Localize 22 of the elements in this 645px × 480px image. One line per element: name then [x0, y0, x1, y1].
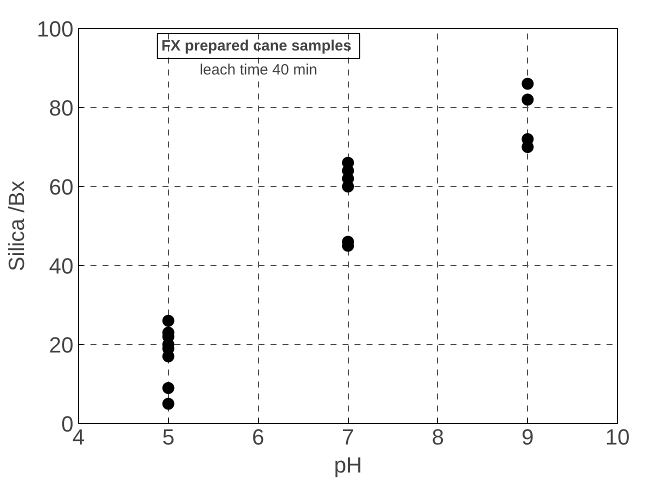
y-tick-label: 80 [49, 96, 74, 120]
x-tick-label: 8 [432, 424, 444, 450]
x-tick-label: 5 [162, 424, 174, 450]
x-tick-label: 7 [342, 424, 354, 450]
y-tick-label: 0 [61, 412, 74, 436]
point [522, 78, 534, 90]
y-tick-label: 60 [49, 174, 74, 200]
point [162, 314, 174, 327]
x-tick-label: 6 [252, 424, 264, 450]
point [162, 382, 174, 394]
y-tick-label: 40 [49, 254, 74, 278]
y-tick-label: 100 [36, 16, 74, 42]
y-tick-label: 20 [49, 332, 74, 358]
annotation: FX prepared cane samples [161, 38, 352, 54]
y-axis-title: Silica /Bx [4, 180, 29, 272]
x-tick-label: 9 [522, 424, 534, 450]
x-axis-title: pH [334, 452, 362, 478]
x-tick-label: 4 [72, 424, 85, 450]
annotation: leach time 40 min [200, 62, 318, 78]
x-tick-label: 10 [605, 424, 630, 450]
point [522, 94, 534, 106]
point [162, 398, 174, 410]
